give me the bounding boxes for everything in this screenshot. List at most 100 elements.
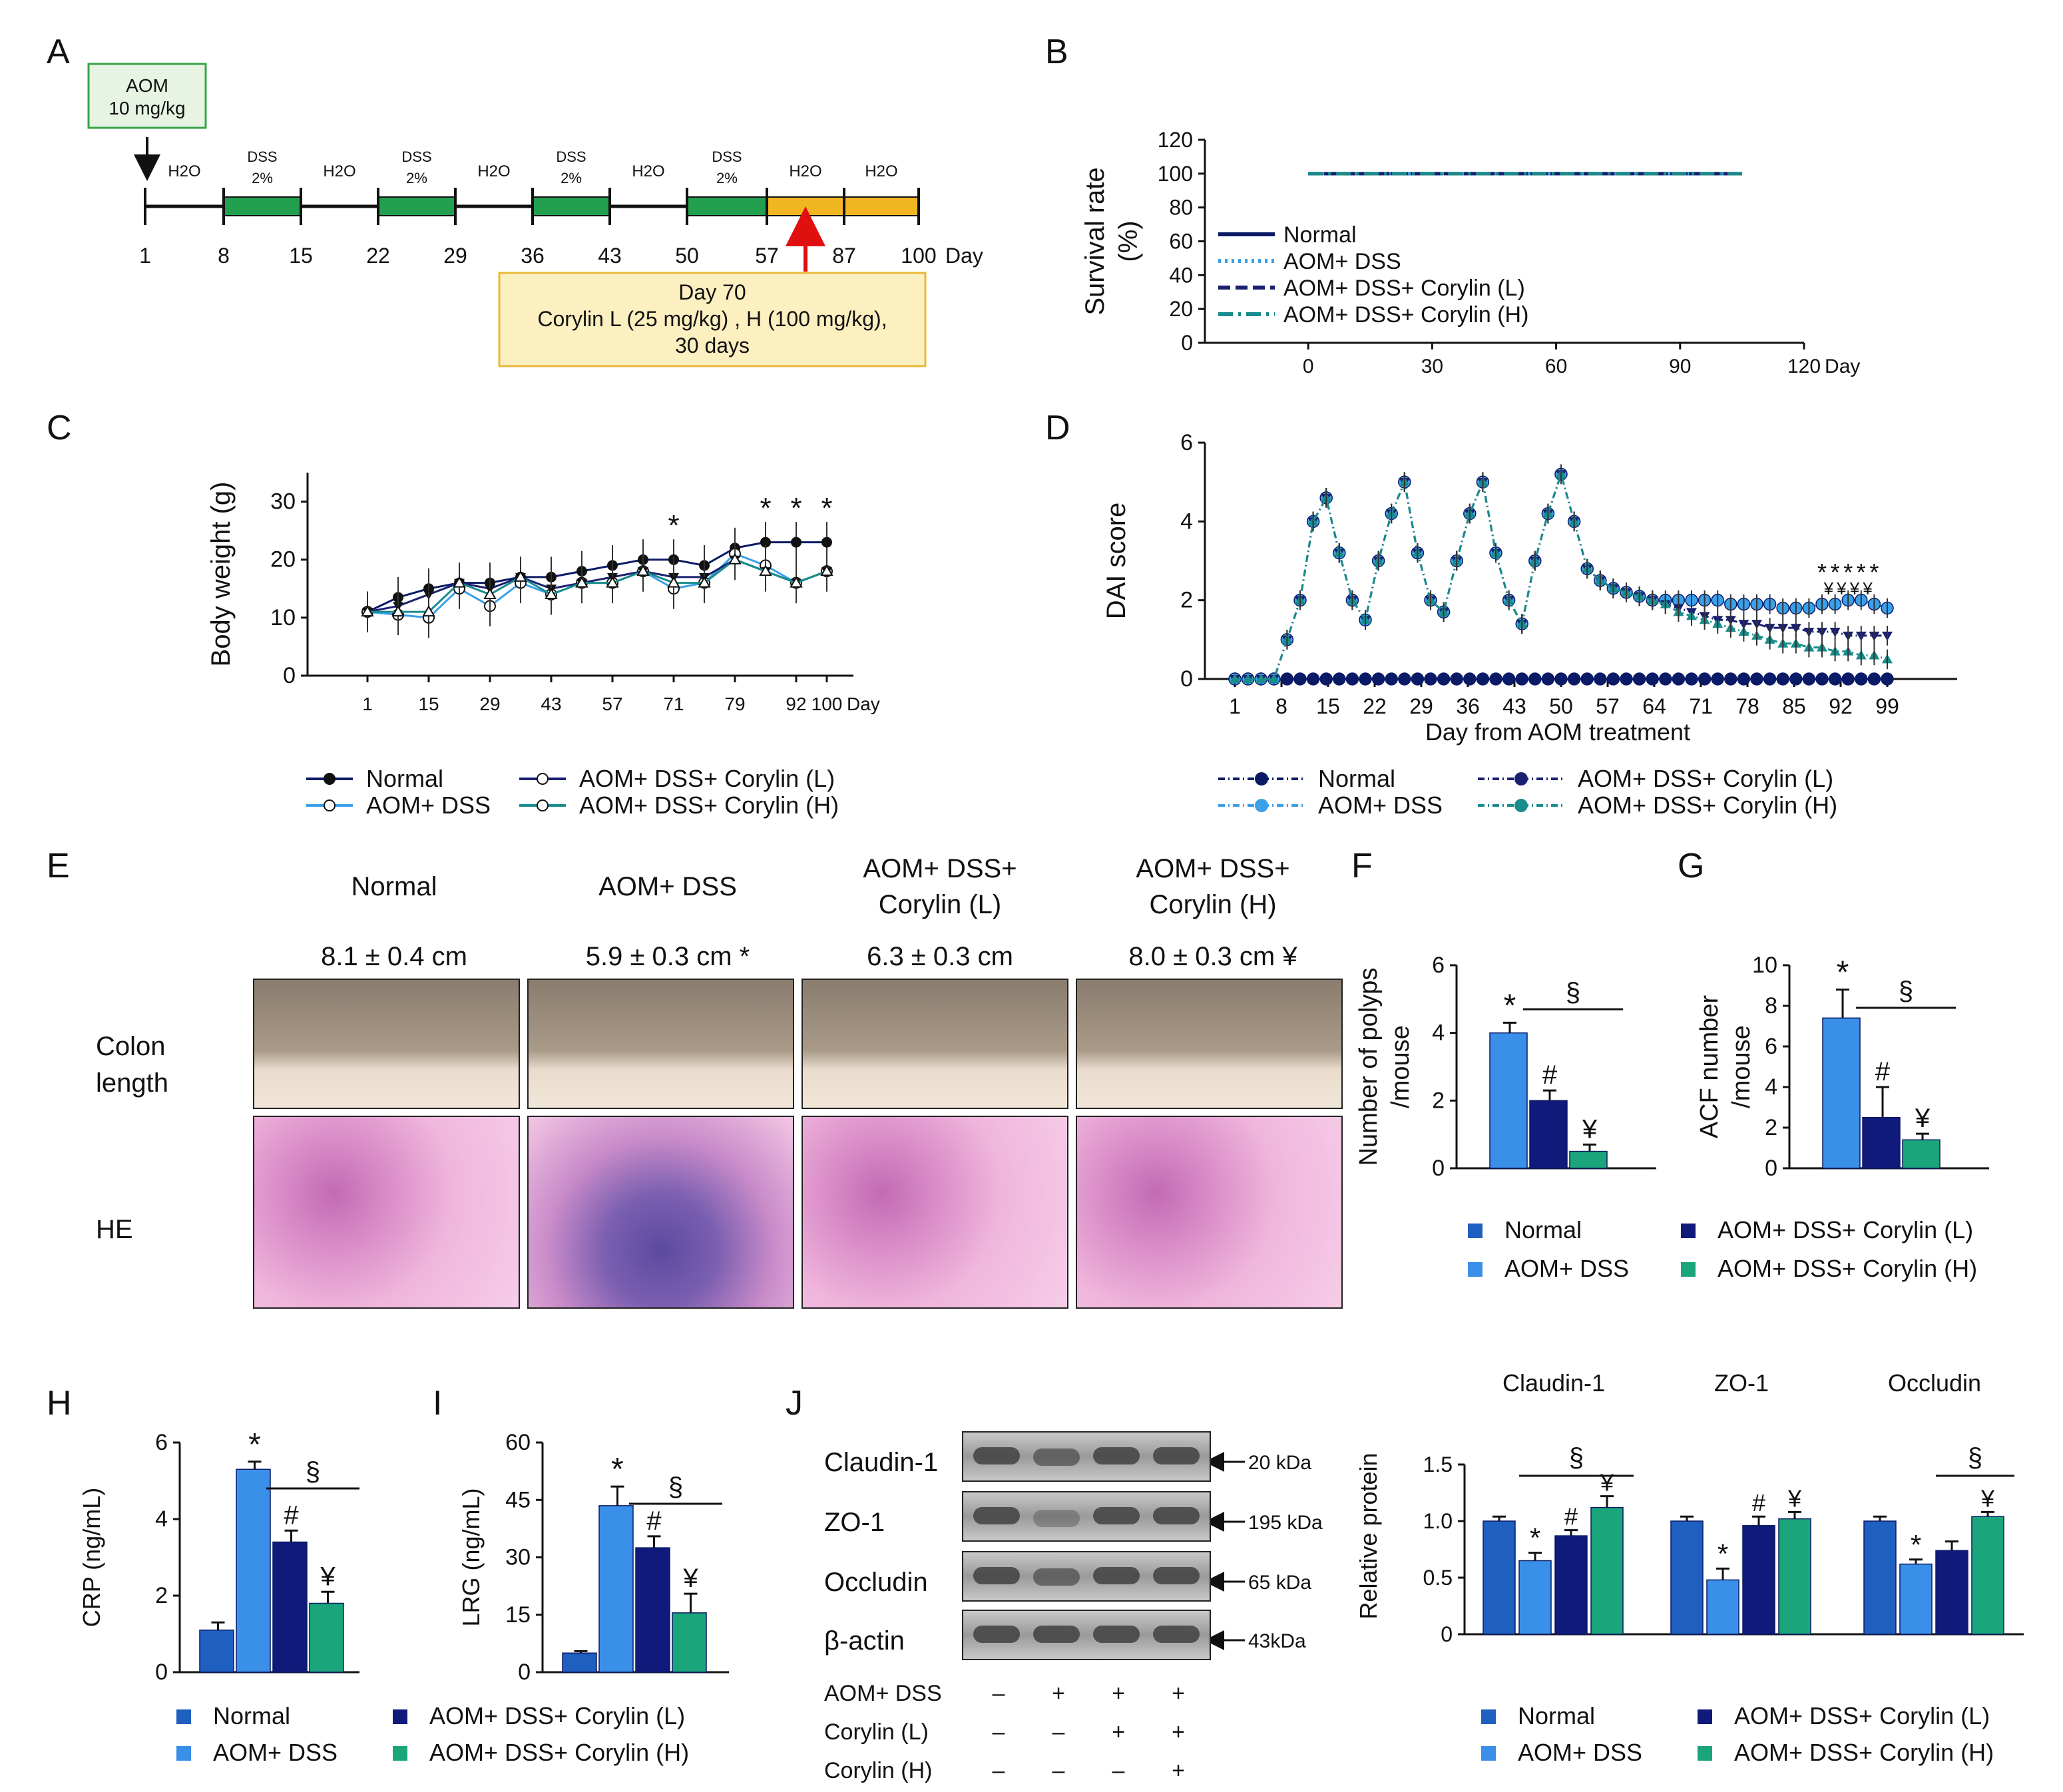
- legend-label: AOM+ DSS: [1318, 791, 1443, 819]
- y-tick-label: 1.0: [1423, 1509, 1453, 1533]
- treatment-sign: +: [1052, 1681, 1065, 1706]
- significance-star: *: [821, 492, 832, 525]
- significance-star: *: [760, 492, 771, 525]
- significance-yen: ¥: [1849, 578, 1860, 598]
- y-tick-label: 4: [1180, 509, 1193, 534]
- data-point: [1489, 672, 1502, 686]
- col-title-l-b: Corylin (L): [879, 890, 1001, 919]
- legend-label: Normal: [1283, 222, 1357, 248]
- y-tick-label: 4: [1765, 1074, 1777, 1100]
- col-title-normal: Normal: [351, 872, 437, 901]
- significance-marker: #: [1564, 1503, 1578, 1530]
- panel-j: J Claudin-1 20 kDa ZO-1 195 kDa Occludin 65 k…: [786, 1369, 2024, 1783]
- significance-section-mark: §: [306, 1457, 320, 1486]
- legend-swatch: [1681, 1262, 1696, 1277]
- treatment-sign: +: [1112, 1719, 1125, 1745]
- y-tick-label: 6: [1432, 953, 1445, 978]
- he-photo-normal: [253, 1116, 520, 1309]
- dss-bar: [532, 196, 610, 216]
- x-tick-label: 15: [1316, 694, 1340, 718]
- col-title-aom: AOM+ DSS: [598, 872, 737, 901]
- y-tick-label: 0: [1765, 1156, 1777, 1181]
- y-tick-label: 0: [155, 1660, 168, 1685]
- data-point: [514, 570, 527, 582]
- legend-marker: [537, 799, 549, 811]
- timeline-tick-label: 50: [675, 244, 699, 268]
- legend-marker: [324, 799, 336, 811]
- y-tick-label: 2: [1765, 1115, 1777, 1140]
- water-label: H2O: [789, 162, 821, 180]
- y-axis-label: Relative protein: [1355, 1453, 1382, 1619]
- dss-label: DSS: [712, 148, 742, 165]
- data-point: [1515, 672, 1528, 686]
- significance-marker: ¥: [682, 1564, 698, 1593]
- bar: [1706, 1579, 1739, 1635]
- info-line3: 30 days: [675, 334, 750, 357]
- bar: [1529, 1100, 1568, 1169]
- y-tick-label: 60: [1169, 230, 1193, 254]
- data-point: [1867, 672, 1881, 686]
- western-blot-labels: Claudin-1 20 kDa ZO-1 195 kDa Occludin 65 kDa…: [824, 1448, 1323, 1783]
- data-point: [1280, 672, 1294, 686]
- body-weight-chart: 0 10 20 30 1 15 29 43 57 71 79 92 100 Day Body weight …: [206, 473, 880, 819]
- protein-label: Claudin-1: [824, 1448, 938, 1477]
- lrg-chart: 0 15 30 45 60 * # ¥ § LRG (ng/mL): [457, 1430, 729, 1685]
- x-tick-label: 43: [541, 694, 561, 714]
- info-line1: Day 70: [678, 280, 746, 304]
- treatment-sign: –: [993, 1719, 1005, 1745]
- row-label-length: length: [96, 1068, 168, 1098]
- panel-f: F 0 2 4 6 * # ¥ § Number of polyps/mouse: [1351, 847, 1656, 1181]
- y-axis-label-2: /mouse: [1387, 1025, 1415, 1108]
- info-line2: Corylin L (25 mg/kg) , H (100 mg/kg),: [537, 307, 887, 331]
- legend-swatch: [1481, 1709, 1496, 1724]
- bar: [1554, 1535, 1588, 1635]
- y-tick-label: 45: [505, 1487, 531, 1512]
- data-point: [483, 587, 497, 599]
- data-point: [391, 605, 405, 617]
- data-point: [1685, 672, 1698, 686]
- data-point: [1632, 672, 1646, 686]
- y-tick-label: 20: [1169, 297, 1193, 321]
- significance-star: *: [1869, 559, 1879, 586]
- bar: [1863, 1520, 1897, 1635]
- x-tick-label: 90: [1669, 355, 1691, 377]
- series-line: [1235, 471, 1888, 680]
- timeline-tick-label: 100: [901, 244, 936, 268]
- data-point: [1659, 672, 1672, 686]
- legend-label: AOM+ DSS+ Corylin (H): [1718, 1255, 1977, 1282]
- col-title-h-b: Corylin (H): [1149, 890, 1276, 919]
- legend-label: AOM+ DSS+ Corylin (H): [1578, 791, 1837, 819]
- data-point: [1763, 672, 1777, 686]
- series-line: [367, 559, 827, 613]
- aom-box-line1: AOM: [126, 75, 168, 96]
- bar: [1483, 1520, 1516, 1635]
- water-label: H2O: [477, 162, 510, 180]
- data-point: [790, 576, 803, 588]
- y-tick-label: 0: [1180, 666, 1193, 692]
- y-tick-label: 2: [155, 1583, 168, 1608]
- data-point: [820, 564, 833, 576]
- data-point: [1841, 672, 1855, 686]
- y-tick-label: 2: [1180, 588, 1193, 613]
- x-tick-label: 30: [1421, 355, 1443, 377]
- bar: [1899, 1563, 1933, 1635]
- y-tick-label: 10: [1752, 953, 1777, 978]
- panel-label-c: C: [47, 409, 72, 447]
- data-point: [1594, 672, 1607, 686]
- panel-i: I 0 15 30 45 60 * # ¥ § LRG (ng/mL): [433, 1384, 729, 1685]
- treatment-sign: –: [1112, 1758, 1125, 1783]
- x-tick-label: 57: [1596, 694, 1620, 718]
- significance-section-mark: §: [668, 1472, 683, 1502]
- significance-marker: #: [284, 1500, 299, 1530]
- data-point: [1554, 672, 1568, 686]
- significance-star: *: [1831, 559, 1840, 586]
- x-tick-label: 36: [1456, 694, 1480, 718]
- y-axis-label: Body weight (g): [206, 482, 236, 667]
- significance-marker: *: [611, 1452, 624, 1487]
- y-tick-label: 0.5: [1423, 1566, 1453, 1590]
- treatment-sign: +: [1112, 1681, 1125, 1706]
- y-tick-label: 2: [1432, 1088, 1445, 1113]
- x-tick-label: 29: [1409, 694, 1433, 718]
- bar: [598, 1505, 634, 1673]
- y-tick-label: 4: [1432, 1020, 1445, 1046]
